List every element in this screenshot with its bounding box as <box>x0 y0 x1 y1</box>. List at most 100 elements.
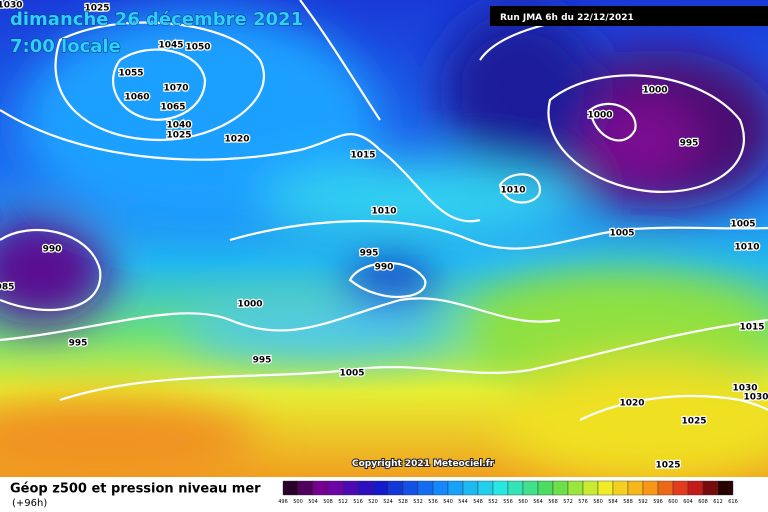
run-box <box>490 6 768 26</box>
scale-swatch <box>327 480 344 496</box>
scale-swatch <box>537 480 554 496</box>
scale-swatch <box>477 480 494 496</box>
time-title: 7:00 locale <box>10 36 121 57</box>
scale-label: 580 <box>593 499 603 505</box>
scale-label: 524 <box>383 499 393 505</box>
isobar-label: 1030 <box>0 1 23 11</box>
isobar-label: 985 <box>0 283 14 293</box>
isobar-label: 990 <box>43 245 62 255</box>
scale-label: 612 <box>713 499 723 505</box>
scale-label: 544 <box>458 499 468 505</box>
isobar-label: 1000 <box>587 111 612 121</box>
isobar-label: 1050 <box>185 43 210 53</box>
scale-label: 600 <box>668 499 678 505</box>
isobar-label: 990 <box>375 263 394 273</box>
scale-label: 516 <box>353 499 363 505</box>
isobar-label: 1000 <box>237 300 262 310</box>
scale-label: 596 <box>653 499 663 505</box>
scale-swatch <box>447 480 464 496</box>
isobar-label: 1025 <box>166 131 191 141</box>
isobar-label: 1030 <box>732 384 757 394</box>
isobar-label: 1015 <box>350 151 375 161</box>
scale-label: 560 <box>518 499 528 505</box>
isobar-label: 1020 <box>224 135 249 145</box>
scale-swatch <box>522 480 539 496</box>
scale-swatch <box>372 480 389 496</box>
scale-label: 616 <box>728 499 738 505</box>
copyright: Copyright 2021 Meteociel.fr <box>352 459 495 469</box>
isobar-label: 1015 <box>739 323 764 333</box>
scale-label: 512 <box>338 499 348 505</box>
scale-label: 568 <box>548 499 558 505</box>
scale-label: 540 <box>443 499 453 505</box>
scale-swatch <box>462 480 479 496</box>
scale-label: 528 <box>398 499 408 505</box>
scale-label: 572 <box>563 499 573 505</box>
isobar-label: 1000 <box>642 86 667 96</box>
scale-label: 496 <box>278 499 288 505</box>
legend-title: Géop z500 et pression niveau mer <box>10 482 261 497</box>
isobar-label: 1065 <box>160 103 185 113</box>
scale-swatch <box>357 480 374 496</box>
date-title: dimanche 26 décembre 2021 <box>10 9 303 30</box>
isobar-label: 1060 <box>124 93 149 103</box>
isobar-lines <box>0 0 768 420</box>
isobar-label: 1070 <box>163 84 188 94</box>
isobar-label: 1020 <box>619 399 644 409</box>
scale-swatch <box>687 480 704 496</box>
scale-label: 584 <box>608 499 618 505</box>
isobar-label: 995 <box>360 249 379 259</box>
scale-swatch <box>552 480 569 496</box>
scale-swatch <box>612 480 629 496</box>
scale-swatch <box>417 480 434 496</box>
scale-label: 608 <box>698 499 708 505</box>
scale-swatch <box>627 480 644 496</box>
scale-swatch <box>312 480 329 496</box>
run-info: Run JMA 6h du 22/12/2021 <box>500 13 634 23</box>
isobar-label: 1055 <box>118 69 143 79</box>
scale-swatch <box>492 480 509 496</box>
isobar-label: 1010 <box>734 243 759 253</box>
scale-swatch <box>717 480 734 496</box>
scale-label: 588 <box>623 499 633 505</box>
scale-label: 548 <box>473 499 483 505</box>
scale-swatch <box>282 480 299 496</box>
scale-swatch <box>582 480 599 496</box>
isobar-label: 1010 <box>500 186 525 196</box>
scale-swatch <box>702 480 719 496</box>
scale-label: 604 <box>683 499 693 505</box>
isobar-label: 1010 <box>371 207 396 217</box>
scale-label: 552 <box>488 499 498 505</box>
scale-label: 576 <box>578 499 588 505</box>
scale-label: 564 <box>533 499 543 505</box>
scale-label: 500 <box>293 499 303 505</box>
isobar-label: 1025 <box>655 461 680 471</box>
scale-label: 532 <box>413 499 423 505</box>
scale-label: 520 <box>368 499 378 505</box>
isobar-label: 1005 <box>730 220 755 230</box>
isobar-label: 995 <box>253 356 272 366</box>
scale-swatch <box>342 480 359 496</box>
scale-label: 556 <box>503 499 513 505</box>
color-scale: 496 500 504 508 512 516 520 524 528 532 536 540 544 5… <box>278 480 738 505</box>
scale-label: 508 <box>323 499 333 505</box>
scale-swatch <box>387 480 404 496</box>
isobar-label: 1030 <box>743 393 768 403</box>
isobar-label: 1005 <box>609 229 634 239</box>
scale-swatch <box>642 480 659 496</box>
scale-swatch <box>297 480 314 496</box>
scale-swatch <box>672 480 689 496</box>
scale-swatch <box>597 480 614 496</box>
isobar-label: 1025 <box>681 417 706 427</box>
scale-swatch <box>402 480 419 496</box>
scale-swatch <box>567 480 584 496</box>
isobar-label: 995 <box>680 139 699 149</box>
scale-swatch <box>657 480 674 496</box>
scale-swatch <box>432 480 449 496</box>
scale-label: 504 <box>308 499 318 505</box>
isobar-label: 995 <box>69 339 88 349</box>
field <box>0 10 768 480</box>
